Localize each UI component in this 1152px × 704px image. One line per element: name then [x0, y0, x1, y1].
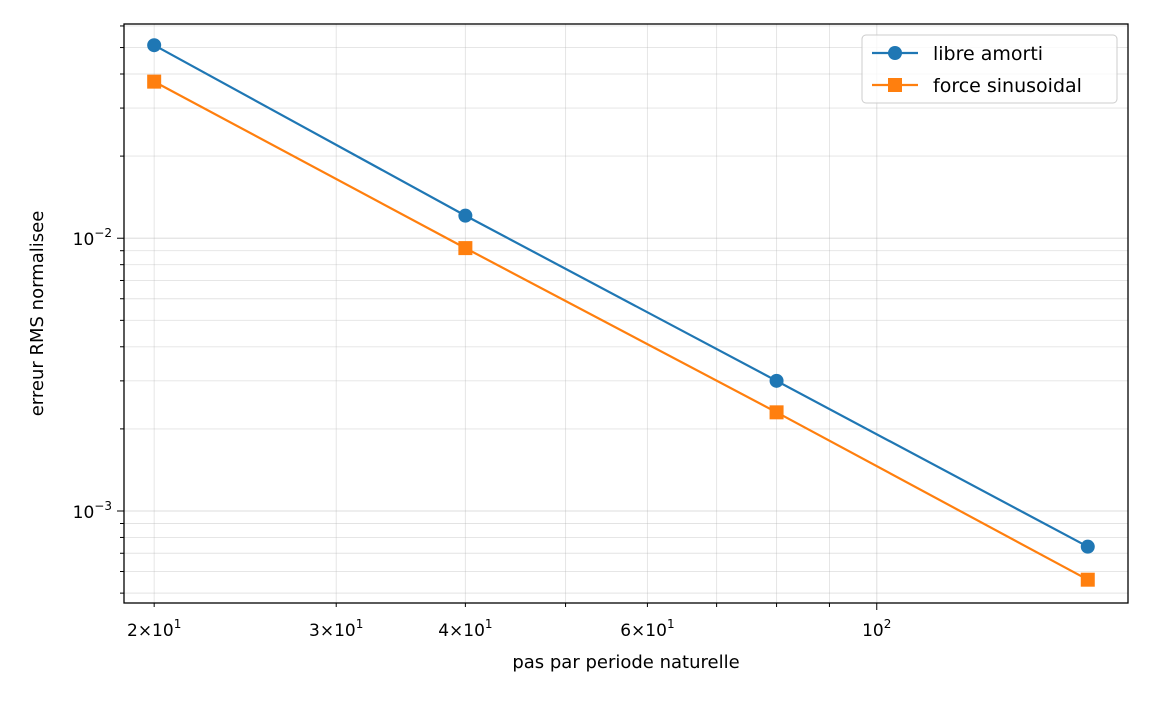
series-line-2	[153, 80, 1089, 581]
y-axis-label: erreur RMS normalisee	[27, 211, 48, 417]
x-tick-label: 4×101	[438, 617, 492, 641]
series-point-2	[147, 74, 162, 89]
legend-marker-1	[888, 46, 902, 60]
x-tick-label: 102	[862, 617, 891, 641]
legend-box	[861, 34, 1118, 104]
series-point-2	[1080, 572, 1095, 587]
series-layer	[147, 38, 1095, 587]
legend-label-1: libre amorti	[933, 43, 1043, 65]
x-tick-label: 2×101	[127, 617, 181, 641]
x-tick-label: 6×101	[620, 617, 674, 641]
series-point-1	[1080, 539, 1095, 554]
series-point-1	[458, 208, 473, 223]
y-tick-label: 10−3	[73, 499, 112, 523]
series-point-1	[147, 38, 162, 53]
grid	[124, 24, 1128, 603]
legend: libre amorti force sinusoidal	[861, 34, 1118, 104]
axis-ticks: 2×101 3×101 4×101 6×101 102 10−2 10−3	[73, 25, 891, 641]
x-axis-label: pas par periode naturelle	[512, 652, 739, 673]
series-point-1	[769, 373, 784, 388]
legend-marker-2	[888, 78, 902, 92]
plot-frame	[123, 23, 1129, 604]
series-point-2	[458, 241, 473, 256]
series-line-1	[153, 44, 1089, 548]
y-tick-label: 10−2	[73, 226, 112, 250]
x-tick-label: 3×101	[309, 617, 363, 641]
series-point-2	[769, 405, 784, 420]
legend-label-2: force sinusoidal	[933, 75, 1082, 97]
